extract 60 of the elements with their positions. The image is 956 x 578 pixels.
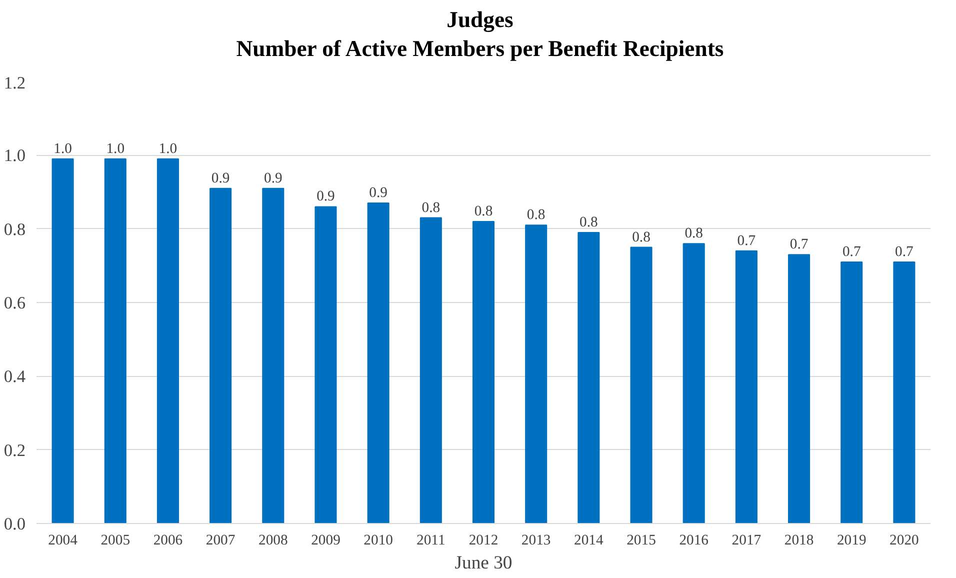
bar [52,158,74,524]
x-tick-label: 2016 [679,532,709,548]
x-tick-label: 2012 [468,532,498,548]
data-label: 0.8 [632,229,650,246]
x-tick-label: 2006 [153,532,183,548]
data-label: 1.0 [54,140,72,157]
x-tick-label: 2011 [416,532,446,548]
chart-title: Judges Number of Active Members per Benefit Recipients [236,6,724,64]
data-label: 0.7 [790,236,808,253]
bar [420,217,442,524]
data-label: 0.8 [526,207,546,224]
y-tick-label: 0.0 [4,514,26,534]
bar [840,261,863,524]
data-label: 1.0 [106,140,125,157]
data-label: 1.0 [158,140,178,157]
bar [314,206,337,524]
data-label: 0.7 [842,244,861,260]
y-tick-label: 0.2 [4,440,26,460]
x-tick-label: 2014 [574,532,604,548]
data-label: 0.9 [316,188,335,205]
bar [893,261,916,524]
bar [788,254,810,524]
bar [525,224,548,524]
x-tick-label: 2010 [364,532,393,548]
bar [262,188,284,524]
data-label: 0.8 [684,226,704,242]
data-label: 0.9 [369,185,388,202]
bar [578,232,600,524]
data-label: 0.9 [264,170,282,186]
y-tick-label: 0.6 [4,294,26,312]
x-tick-label: 2017 [732,532,762,548]
x-tick-label: 2005 [100,532,130,548]
bar [472,220,495,524]
bar [630,246,652,524]
x-tick-label: 2004 [48,532,78,548]
bar [682,243,705,524]
x-tick-label: 2013 [521,532,551,548]
x-tick-label: 2008 [258,532,288,548]
y-tick-label: 1.0 [4,146,26,166]
y-tick-label: 0.8 [4,220,26,239]
x-tick-label: 2018 [784,532,814,548]
x-tick-label: 2019 [836,532,866,548]
x-axis-title: June 30 [454,552,512,574]
data-label: 0.7 [895,244,914,260]
bar [104,158,126,524]
data-label: 0.7 [737,232,756,249]
data-label: 0.8 [580,214,598,231]
bar [210,188,232,524]
x-tick-label: 2015 [626,532,656,548]
bar [735,250,758,524]
x-tick-label: 2009 [311,532,340,548]
x-tick-label: 2007 [206,532,236,548]
y-tick-label: 1.2 [4,74,26,92]
x-tick-label: 2020 [890,532,919,548]
data-label: 0.8 [474,203,493,220]
bar [367,202,390,524]
bar [156,158,179,524]
data-label: 0.9 [211,170,230,186]
data-label: 0.8 [422,200,440,216]
y-tick-label: 0.4 [4,367,26,386]
